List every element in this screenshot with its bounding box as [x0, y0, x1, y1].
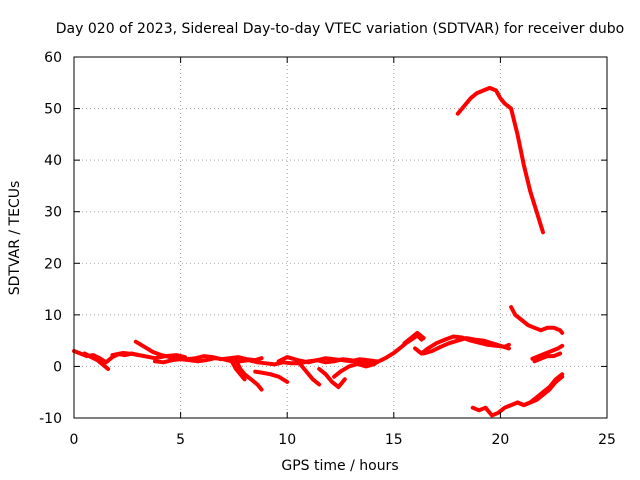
series-line	[470, 372, 565, 418]
data-series	[72, 85, 565, 418]
series-line	[229, 359, 247, 382]
y-tick-label: 50	[44, 102, 62, 118]
x-tick-label: 20	[491, 432, 509, 448]
series-line	[110, 351, 187, 361]
series-line	[402, 330, 426, 346]
series-line	[509, 305, 565, 335]
chart-title: Day 020 of 2023, Sidereal Day-to-day VTE…	[56, 21, 624, 37]
series-line	[515, 374, 565, 408]
series-line	[455, 85, 545, 235]
x-axis-label: GPS time / hours	[281, 458, 398, 474]
grid-lines	[74, 57, 607, 418]
y-axis-tick-labels: -10 0 10 20 30 40 50 60	[39, 50, 62, 427]
x-tick-label: 5	[176, 432, 185, 448]
series-line	[332, 361, 377, 379]
y-tick-label: 10	[44, 308, 62, 324]
x-tick-label: 10	[278, 432, 296, 448]
series-line	[234, 358, 264, 392]
y-tick-label: 60	[44, 50, 62, 66]
series-line	[82, 351, 111, 371]
y-tick-label: 0	[53, 359, 62, 375]
series-line	[298, 361, 322, 387]
x-tick-label: 15	[385, 432, 403, 448]
y-tick-label: -10	[39, 411, 62, 427]
series-line	[276, 355, 379, 365]
x-axis-tick-labels: 0 5 10 15 20 25	[70, 432, 616, 448]
series-line	[421, 336, 511, 356]
plot-frame	[73, 56, 608, 419]
y-tick-label: 30	[44, 205, 62, 221]
x-tick-label: 25	[598, 432, 616, 448]
series-line	[532, 351, 563, 364]
series-line	[317, 367, 347, 390]
y-tick-label: 20	[44, 256, 62, 272]
series-line	[133, 339, 264, 363]
x-tick-label: 0	[70, 432, 79, 448]
series-line	[253, 369, 290, 384]
y-tick-label: 40	[44, 153, 62, 169]
y-axis-label: SDTVAR / TECUs	[7, 181, 23, 296]
series-line	[530, 343, 565, 361]
axis-ticks	[73, 56, 608, 419]
